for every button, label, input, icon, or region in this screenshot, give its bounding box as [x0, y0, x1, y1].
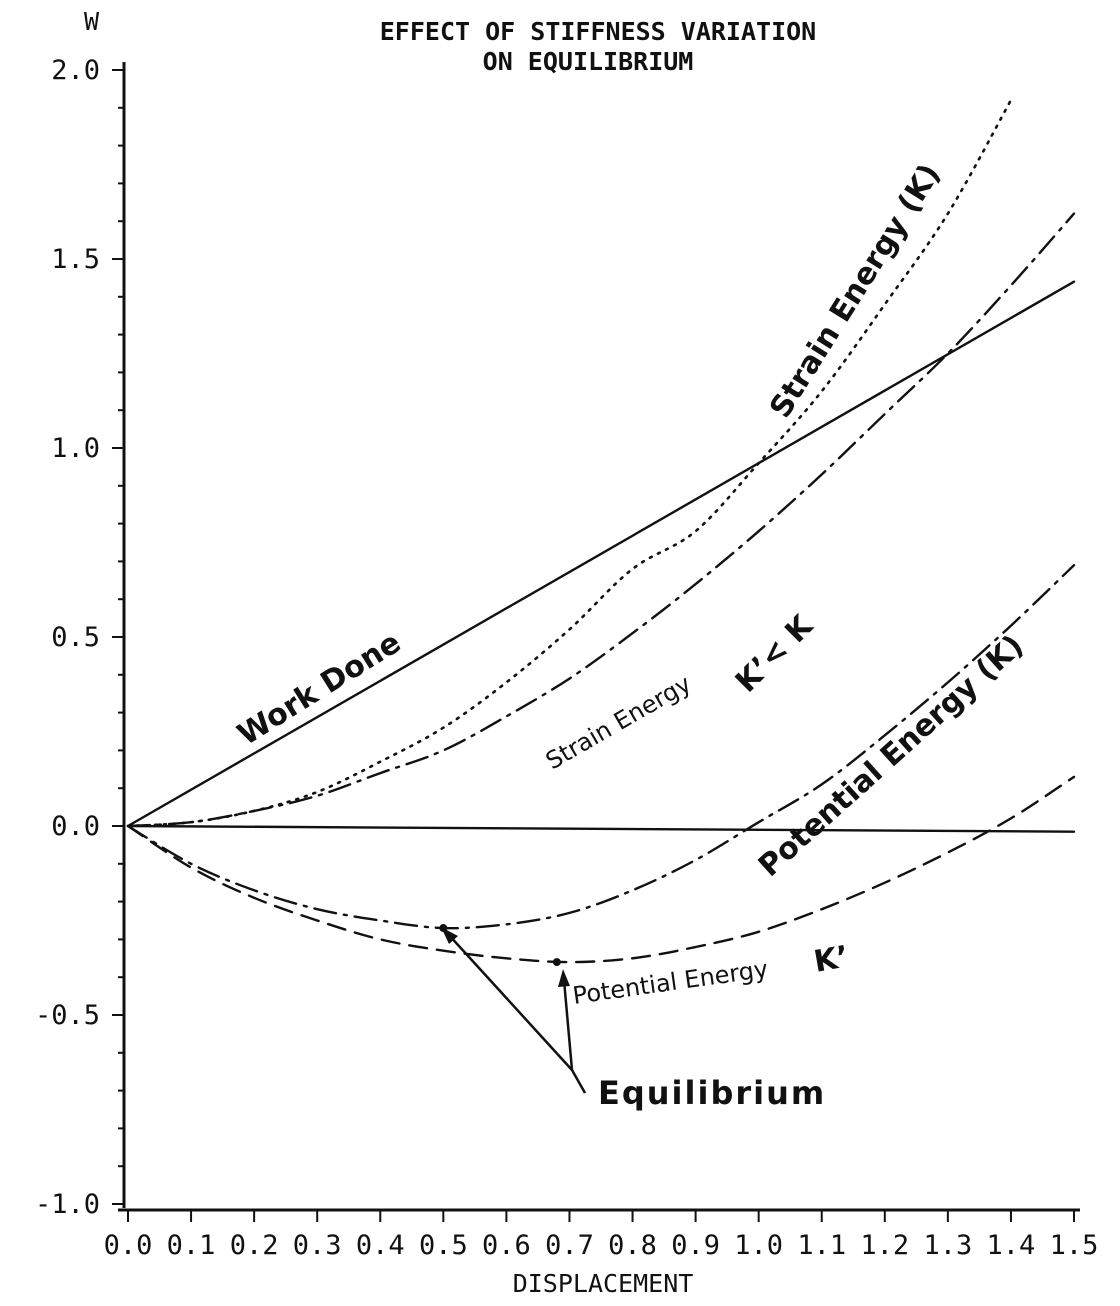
series-line-strain_kp: [126, 212, 1076, 828]
y-tick-label: 0.0: [51, 811, 100, 842]
x-tick-label: 0.1: [167, 1230, 216, 1261]
y-tick-label: 1.5: [51, 244, 100, 275]
equilibrium-arrowhead-1: [441, 927, 458, 944]
label-equilibrium: Equilibrium: [598, 1074, 826, 1112]
x-tick-label: 1.1: [797, 1230, 846, 1261]
x-tick-label: 1.4: [987, 1230, 1036, 1261]
y-tick-label: 1.0: [51, 433, 100, 464]
x-tick-label: 1.2: [860, 1230, 909, 1261]
label-strain-energy-k: Strain Energy (K): [763, 158, 948, 424]
label-work-done: Work Done: [232, 625, 407, 753]
x-axis-label: DISPLACEMENT: [513, 1269, 694, 1298]
label-strain-energy-kprime: Strain Energy: [541, 670, 696, 776]
series-line-pot_kp: [126, 775, 1076, 964]
series-line-work: [126, 280, 1076, 828]
x-tick-label: 0.3: [293, 1230, 342, 1261]
y-tick-label: -1.0: [35, 1189, 100, 1220]
label-potential-energy-kprime: Potential Energy: [571, 955, 770, 1010]
y-tick-label: 2.0: [51, 55, 100, 86]
equilibrium-arrow-2: [562, 979, 574, 1071]
x-tick-label: 1.5: [1050, 1230, 1099, 1261]
series-line-zero: [126, 824, 1076, 833]
chart-title-line2: ON EQUILIBRIUM: [483, 47, 694, 76]
y-axis-label: W: [84, 7, 100, 36]
x-tick-label: 1.3: [923, 1230, 972, 1261]
x-tick-label: 0.6: [482, 1230, 531, 1261]
y-tick-label: -0.5: [35, 1000, 100, 1031]
x-tick-label: 0.7: [545, 1230, 594, 1261]
x-tick-label: 0.4: [356, 1230, 405, 1261]
x-tick-label: 1.0: [734, 1230, 783, 1261]
y-tick-label: 0.5: [51, 622, 100, 653]
series-line-strain_k: [126, 98, 1013, 828]
series-layer: [126, 98, 1076, 964]
series-line-pot_k: [126, 564, 1076, 930]
x-tick-label: 0.5: [419, 1230, 468, 1261]
equilibrium-arrowhead-2: [558, 969, 570, 987]
equilibrium-point: [552, 958, 561, 967]
x-ticks: 0.0 0.1 0.2 0.3 0.4 0.5 0.6 0.7 0.8 0.9 1.0 1.1 1.2 1…: [104, 1210, 1099, 1261]
y-ticks: 2.0 1.5 1.0 0.5 0.0 -0.5 -1.0: [35, 55, 124, 1220]
label-k-compare: K’< K: [729, 608, 821, 700]
x-tick-label: 0.0: [104, 1230, 153, 1261]
equilibrium-markers: [439, 924, 561, 967]
x-tick-label: 0.8: [608, 1230, 657, 1261]
x-tick-label: 0.2: [230, 1230, 279, 1261]
equilibrium-arrow-1: [447, 933, 573, 1071]
label-kprime: K’: [811, 939, 851, 979]
x-tick-label: 0.9: [671, 1230, 720, 1261]
label-potential-energy-k: Potential Energy (K): [752, 628, 1031, 884]
equilibrium-arrow-connector: [570, 1069, 587, 1094]
chart-title-line1: EFFECT OF STIFFNESS VARIATION: [380, 17, 817, 46]
